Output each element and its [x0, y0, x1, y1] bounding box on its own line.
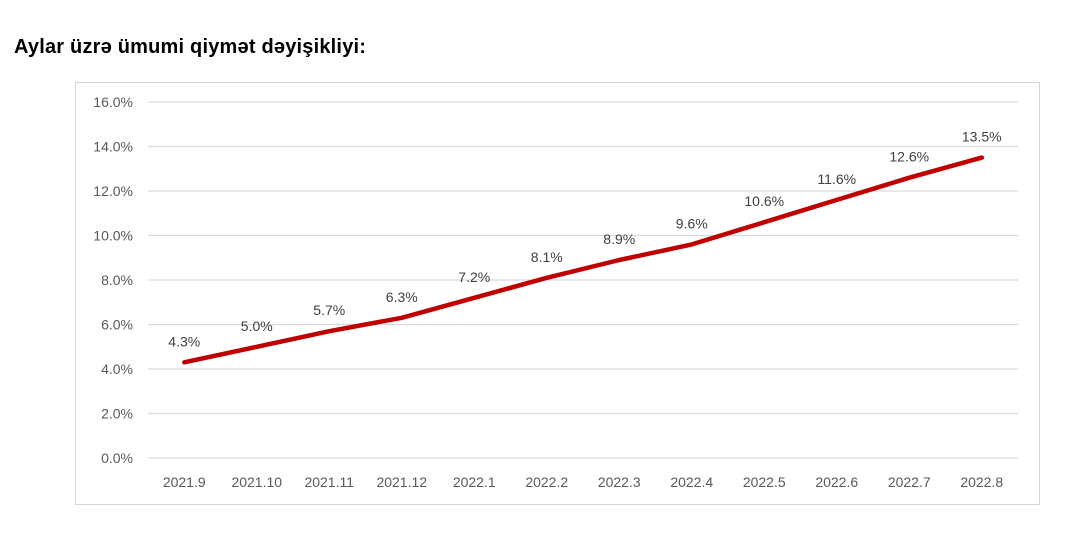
y-axis-tick-label: 10.0% [93, 228, 133, 244]
data-label: 13.5% [962, 129, 1002, 145]
data-label: 11.6% [817, 171, 856, 187]
data-label: 6.3% [386, 289, 418, 305]
series-line [182, 155, 985, 365]
data-label: 10.6% [744, 193, 784, 209]
y-axis-tick-label: 4.0% [101, 361, 133, 377]
chart-container: 0.0% 2.0% 4.0% 6.0% 8.0% 10.0% 12.0% 14.0% 16.0%… [75, 82, 1040, 505]
data-label: 8.1% [531, 249, 563, 265]
data-label: 8.9% [603, 231, 635, 247]
data-label: 5.0% [241, 318, 273, 334]
y-axis-tick-label: 2.0% [101, 406, 133, 422]
y-axis-tick-label: 14.0% [93, 139, 133, 155]
x-axis-tick-label: 2022.1 [453, 474, 496, 490]
x-axis-tick-label: 2021.10 [231, 474, 282, 490]
x-axis-tick-label: 2022.2 [525, 474, 568, 490]
x-axis-tick-label: 2021.9 [163, 474, 206, 490]
line-chart: 0.0% 2.0% 4.0% 6.0% 8.0% 10.0% 12.0% 14.0% 16.0%… [93, 94, 1018, 490]
chart-title: Aylar üzrə ümumi qiymət dəyişikliyi: [14, 36, 367, 58]
x-axis-tick-label: 2022.8 [960, 474, 1003, 490]
data-label: 4.3% [168, 333, 200, 349]
x-axis-tick-label: 2022.4 [670, 474, 713, 490]
x-axis-tick-label: 2022.5 [743, 474, 786, 490]
y-axis-tick-label: 16.0% [93, 94, 133, 110]
data-label: 5.7% [313, 302, 345, 318]
x-axis-tick-label: 2021.11 [304, 474, 354, 490]
y-axis-tick-label: 8.0% [101, 272, 133, 288]
y-axis-tick-label: 0.0% [101, 450, 133, 466]
x-axis-tick-label: 2022.3 [598, 474, 641, 490]
data-label: 7.2% [458, 269, 490, 285]
x-axis-tick-label: 2022.7 [888, 474, 931, 490]
y-axis-tick-label: 6.0% [101, 317, 133, 333]
x-axis-tick-label: 2022.6 [815, 474, 858, 490]
y-axis-tick-label: 12.0% [93, 183, 133, 199]
x-axis-tick-label: 2021.12 [376, 474, 427, 490]
data-label: 12.6% [889, 149, 929, 165]
data-label: 9.6% [676, 215, 708, 231]
